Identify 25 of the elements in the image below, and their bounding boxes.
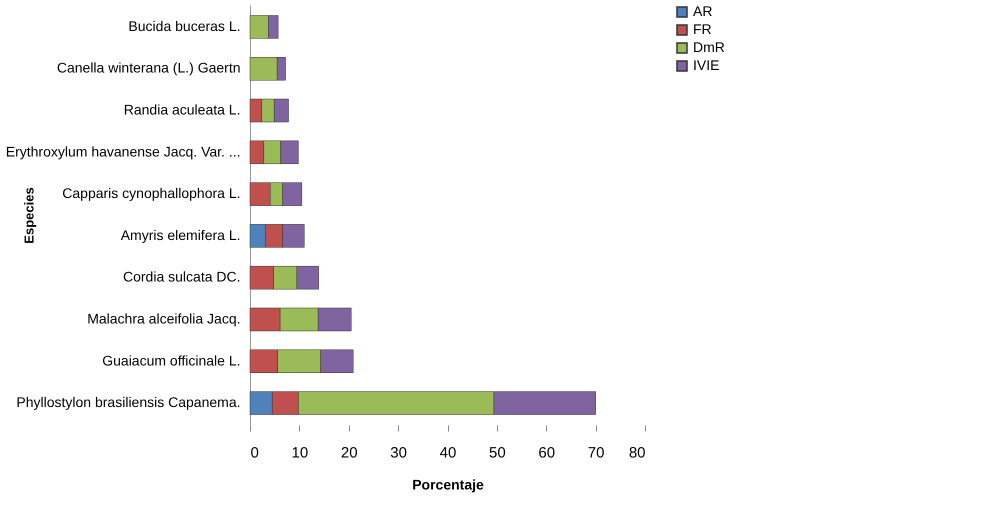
y-tick-label: Erythroxylum havanense Jacq. Var. ... xyxy=(6,143,240,160)
x-tick-label: 0 xyxy=(250,444,259,462)
y-axis-title: Especies xyxy=(22,187,36,244)
y-tick-label: Amyris elemifera L. xyxy=(120,226,240,243)
legend-label: AR xyxy=(693,3,712,19)
y-tick-label: Canella winterana (L.) Gaertn xyxy=(56,60,240,76)
x-tick-label: 30 xyxy=(390,444,407,462)
x-tick-label: 60 xyxy=(538,444,556,462)
y-tick-label: Guaiacum officinale L. xyxy=(102,352,240,368)
y-tick-label: Malachra alceifolia Jacq. xyxy=(87,310,240,326)
y-tick-label: Cordia sulcata DC. xyxy=(123,268,240,285)
x-tick-label: 70 xyxy=(588,444,604,462)
x-axis-title: Porcentaje xyxy=(412,476,484,492)
y-tick-label: Randia aculeata L. xyxy=(124,102,240,118)
legend-label: FR xyxy=(693,21,712,37)
y-tick-label: Phyllostylon brasiliensis Capanema. xyxy=(16,394,240,410)
y-tick-label: Bucida buceras L. xyxy=(128,18,240,34)
legend-label: IVIE xyxy=(693,57,720,73)
y-tick-label: Capparis cynophallophora L. xyxy=(62,185,240,202)
x-tick-label: 50 xyxy=(489,444,506,462)
x-tick-label: 40 xyxy=(440,444,456,462)
x-tick-label: 20 xyxy=(340,444,358,462)
x-tick-label: 80 xyxy=(628,444,646,462)
x-tick-label: 10 xyxy=(292,444,308,462)
legend-label: DmR xyxy=(693,39,725,55)
